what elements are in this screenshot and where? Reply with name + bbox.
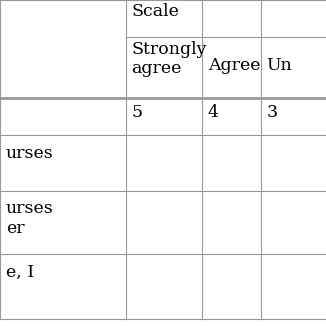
Text: Strongly
agree: Strongly agree — [131, 41, 207, 77]
Text: urses
er: urses er — [6, 200, 53, 237]
Text: urses: urses — [6, 145, 53, 162]
Text: e, I: e, I — [6, 264, 34, 281]
Text: Agree: Agree — [208, 57, 260, 74]
Text: 5: 5 — [131, 104, 142, 121]
Text: Un: Un — [267, 57, 292, 74]
Text: 4: 4 — [208, 104, 219, 121]
Text: Scale: Scale — [131, 3, 179, 20]
Text: 3: 3 — [267, 104, 278, 121]
